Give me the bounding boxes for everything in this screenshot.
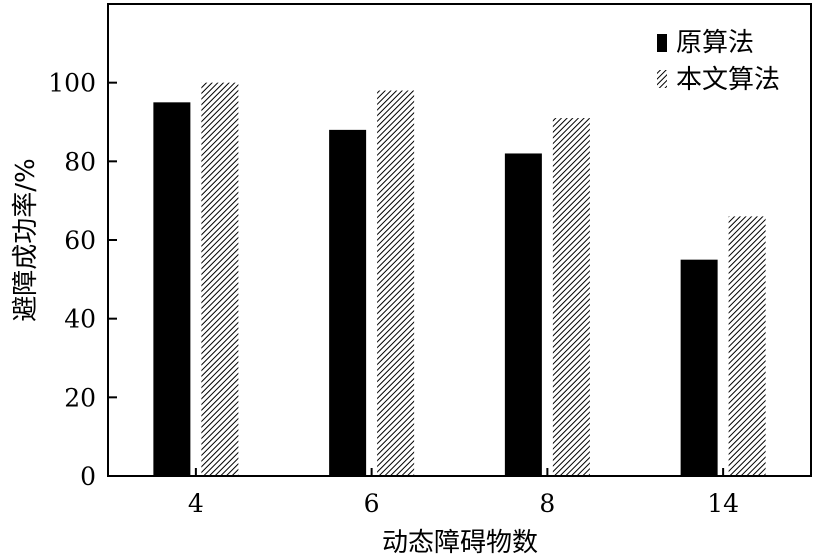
legend: 原算法 本文算法 (657, 28, 780, 95)
bar-proposed-algorithm (552, 118, 590, 477)
x-tick-label: 8 (539, 489, 555, 518)
y-tick-label: 0 (80, 462, 96, 491)
x-tick-label: 14 (707, 489, 739, 518)
bar-original-algorithm (680, 259, 718, 476)
legend-swatch-proposed (657, 70, 667, 88)
legend-label-original: 原算法 (676, 28, 754, 58)
bar-original-algorithm (504, 153, 542, 476)
bar-original-algorithm (153, 102, 191, 476)
bar-proposed-algorithm (728, 216, 766, 476)
bar-original-algorithm (329, 129, 367, 476)
x-tick-label: 4 (188, 489, 204, 518)
x-axis-title: 动态障碍物数 (382, 528, 538, 558)
y-tick-label: 80 (64, 147, 96, 176)
x-tick-label: 6 (364, 489, 380, 518)
y-tick-label: 20 (64, 383, 96, 412)
plot-area-frame (107, 3, 812, 477)
y-tick-label: 100 (48, 69, 96, 98)
legend-label-proposed: 本文算法 (676, 65, 780, 95)
y-tick-label: 60 (64, 226, 96, 255)
bars (153, 82, 766, 477)
y-axis-ticks: 0 20 40 60 80 100 (48, 69, 117, 491)
x-axis-ticks: 4 6 8 14 (188, 468, 739, 518)
legend-swatch-original (657, 34, 667, 52)
y-axis-title: 避障成功率/% (11, 158, 41, 321)
bar-proposed-algorithm (201, 82, 239, 477)
y-tick-label: 40 (64, 305, 96, 334)
bar-proposed-algorithm (377, 90, 415, 477)
